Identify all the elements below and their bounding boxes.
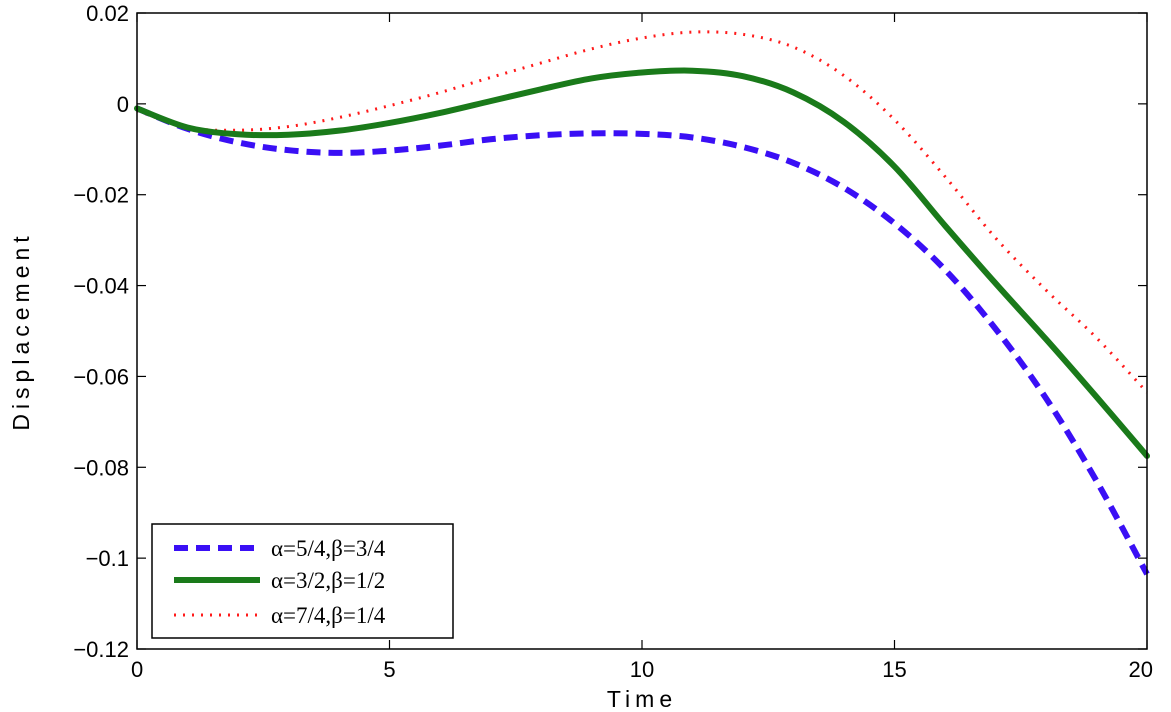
- legend-label-series-3: α=7/4,β=1/4: [271, 603, 386, 628]
- y-tick-label: 0: [117, 92, 129, 117]
- y-tick-label: −0.1: [86, 546, 129, 571]
- x-tick-label: 0: [131, 657, 143, 682]
- y-tick-label: −0.12: [73, 637, 129, 662]
- series-line-3: [136, 30, 1149, 394]
- y-tick-label: −0.04: [73, 274, 129, 299]
- y-tick-label: −0.06: [73, 364, 129, 389]
- y-tick-label: 0.02: [86, 1, 129, 26]
- legend: α=5/4,β=3/4 α=3/2,β=1/2 α=7/4,β=1/4: [151, 523, 454, 639]
- x-tick-label: 15: [882, 657, 906, 682]
- x-tick-label: 5: [383, 657, 395, 682]
- y-tick-label: −0.02: [73, 183, 129, 208]
- x-tick-label: 20: [1129, 657, 1153, 682]
- y-tick-label: −0.08: [73, 455, 129, 480]
- series-lines: [134, 30, 1150, 576]
- legend-label-series-1: α=5/4,β=3/4: [271, 536, 386, 561]
- tick-labels: 0 5 10 15 20 0.02 0 −0.02 −0.04 −0.06 −0.08 −0.1 −0.…: [73, 1, 1153, 682]
- x-tick-label: 10: [630, 657, 654, 682]
- x-axis-label: Time: [607, 686, 677, 712]
- legend-label-series-2: α=3/2,β=1/2: [271, 568, 385, 593]
- plot-area-frame: [136, 12, 1148, 650]
- series-line-2: [134, 67, 1150, 459]
- series-line-1: [135, 105, 1150, 576]
- y-axis-label: Displacement: [8, 231, 34, 430]
